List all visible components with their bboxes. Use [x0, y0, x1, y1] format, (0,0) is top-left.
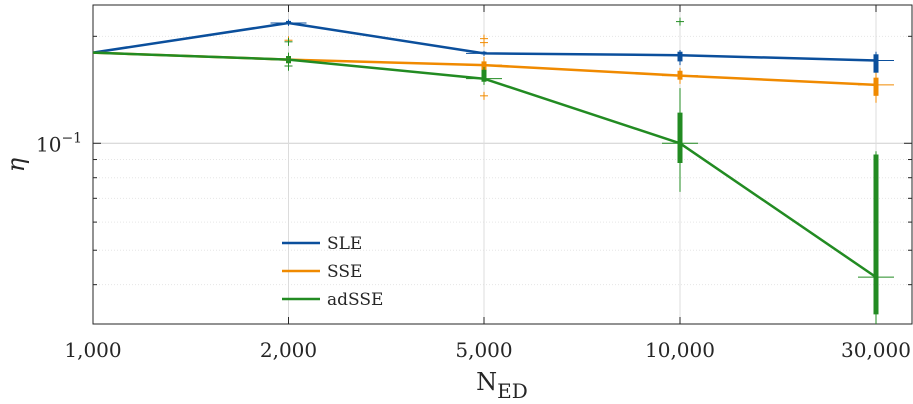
series-line-sle	[92, 21, 877, 62]
x-axis-title: NED	[476, 368, 528, 403]
y-tick-labels: 10−1	[36, 130, 82, 156]
legend-label: SSE	[327, 262, 362, 282]
y-tick-label-base: 10	[36, 132, 61, 156]
x-tick-label: 30,000	[841, 338, 911, 362]
x-axis-title-main: N	[476, 368, 497, 396]
x-axis-title-subscript: ED	[497, 379, 528, 403]
legend-label: adSSE	[327, 290, 383, 310]
x-tick-label: 10,000	[645, 338, 715, 362]
y-axis-title: η	[2, 157, 30, 172]
x-tick-labels: 1,000 2,000 5,000 10,000 30,000	[64, 338, 911, 362]
plot-area-frame	[92, 4, 913, 325]
legend: SLE SSE adSSE	[282, 234, 383, 310]
axis-ticks	[92, 5, 912, 324]
x-tick-label: 5,000	[455, 338, 512, 362]
boxplots	[270, 17, 894, 324]
y-tick-label: 10−1	[36, 130, 82, 156]
series-lines	[92, 21, 877, 279]
series-line-adsse	[92, 51, 877, 279]
y-tick-label-exponent: −1	[61, 130, 82, 146]
legend-label: SLE	[327, 234, 362, 254]
x-tick-label: 1,000	[64, 338, 121, 362]
x-tick-label: 2,000	[260, 338, 317, 362]
